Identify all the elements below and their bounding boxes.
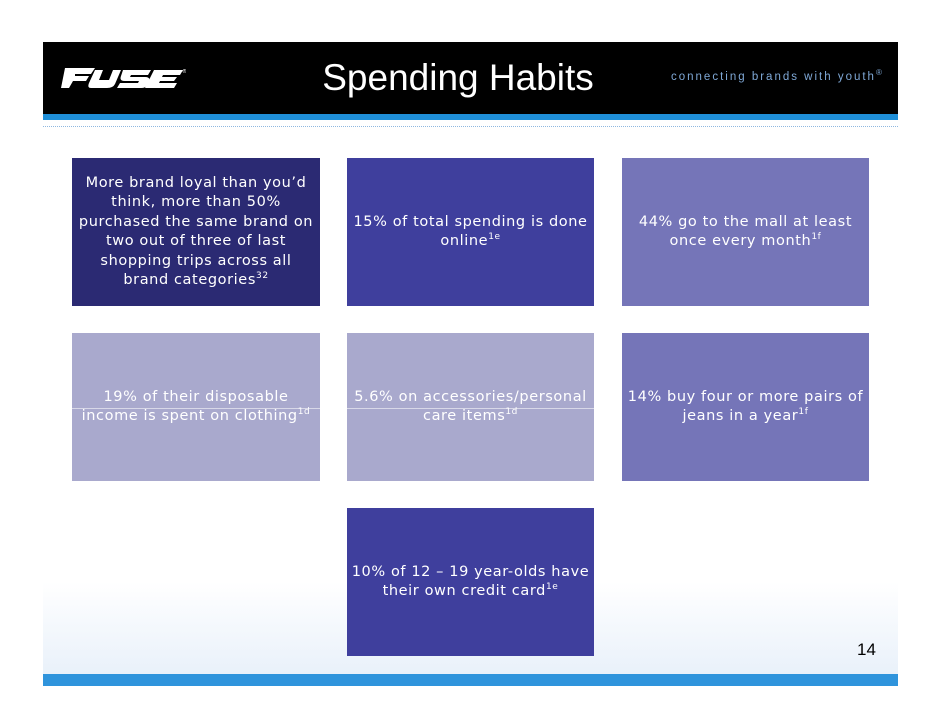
stat-box-credit-cards: 10% of 12 – 19 year-olds have their own …	[347, 508, 594, 656]
stat-box-text: More brand loyal than you’d think, more …	[78, 174, 314, 289]
logo-registered-mark: ®	[182, 68, 186, 75]
tagline-mark: ®	[875, 68, 882, 77]
stat-box-text: 10% of 12 – 19 year-olds have their own …	[351, 564, 590, 599]
page-title: Spending Habits	[322, 57, 594, 98]
faint-divider-line	[72, 408, 594, 409]
stat-box-text: 14% buy four or more pairs of jeans in a…	[627, 389, 864, 424]
footnote-ref: 1f	[811, 232, 822, 243]
accent-band	[43, 114, 898, 120]
fuse-logo: ®	[61, 68, 186, 88]
page-number: 14	[857, 640, 876, 659]
stat-box-text: 44% go to the mall at least once every m…	[638, 214, 853, 249]
dotted-divider	[43, 126, 898, 127]
footnote-ref: 1e	[488, 232, 501, 243]
footnote-ref: 1d	[297, 407, 311, 418]
stat-box-text: 5.6% on accessories/personal care items	[354, 389, 587, 424]
stat-box-online-spending: 15% of total spending is done online1e	[347, 158, 594, 306]
stat-box-jeans-purchases: 14% buy four or more pairs of jeans in a…	[622, 333, 869, 481]
stat-box-brand-loyalty: More brand loyal than you’d think, more …	[72, 158, 320, 306]
stat-box-accessories-spend: 5.6% on accessories/personal care items1…	[347, 333, 594, 481]
stat-box-text: 15% of total spending is done online	[353, 214, 588, 249]
footnote-ref: 1e	[545, 582, 559, 593]
tagline: connecting brands with youth®	[671, 68, 882, 83]
footnote-ref: 32	[256, 271, 269, 282]
tagline-text: connecting brands with youth	[671, 70, 876, 83]
header-bar: ® Spending Habits connecting brands with…	[43, 42, 898, 114]
footnote-ref: 1f	[798, 407, 809, 418]
stat-box-text: 19% of their disposable income is spent …	[81, 389, 298, 424]
footer-band	[43, 674, 898, 686]
stat-box-mall-visits: 44% go to the mall at least once every m…	[622, 158, 869, 306]
stat-box-clothing-spend: 19% of their disposable income is spent …	[72, 333, 320, 481]
footnote-ref: 1d	[505, 407, 518, 418]
